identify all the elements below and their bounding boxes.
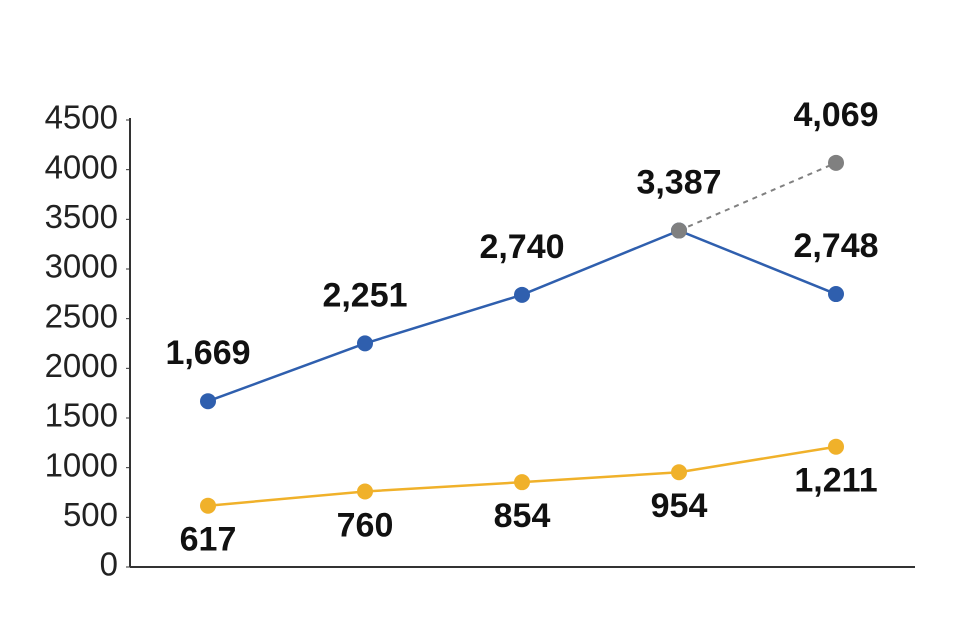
data-label: 1,211 (794, 462, 877, 500)
y-tick-label: 3500 (45, 198, 118, 235)
data-point (671, 464, 687, 481)
y-tick-label: 0 (100, 546, 118, 583)
series-line (678, 161, 837, 232)
y-tick-label: 2500 (45, 297, 118, 334)
data-point (200, 393, 216, 410)
y-tick-label: 2000 (45, 347, 118, 384)
data-label: 617 (180, 521, 237, 559)
data-point (200, 497, 216, 514)
data-point (828, 438, 844, 455)
data-label: 3,387 (636, 164, 721, 202)
data-point (357, 483, 373, 500)
data-point (828, 154, 844, 171)
data-label: 2,251 (322, 276, 407, 314)
data-point (828, 286, 844, 303)
y-tick-label: 500 (63, 496, 118, 533)
y-tick-label: 1000 (45, 446, 118, 483)
y-tick-label: 4000 (45, 148, 118, 185)
data-label: 954 (651, 487, 708, 525)
data-point (514, 474, 530, 491)
data-point (357, 335, 373, 352)
data-label: 854 (494, 497, 551, 535)
data-label: 1,669 (165, 334, 250, 372)
data-label: 4,069 (793, 96, 878, 134)
y-tick-label: 4500 (45, 99, 118, 136)
data-label: 760 (337, 506, 394, 544)
data-point (671, 222, 687, 239)
y-tick-label: 3000 (45, 248, 118, 285)
data-label: 2,740 (479, 228, 564, 266)
data-point (514, 286, 530, 303)
data-label: 2,748 (793, 227, 878, 265)
y-tick-label: 1500 (45, 397, 118, 434)
